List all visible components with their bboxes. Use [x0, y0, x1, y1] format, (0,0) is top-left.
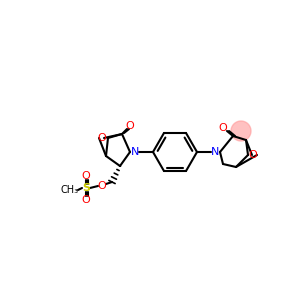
Text: O: O — [98, 133, 106, 143]
Text: S: S — [82, 183, 90, 193]
Text: O: O — [249, 150, 257, 160]
Text: O: O — [82, 171, 90, 181]
Text: O: O — [126, 121, 134, 131]
Text: O: O — [98, 181, 106, 191]
Text: N: N — [131, 147, 139, 157]
Text: O: O — [219, 123, 227, 133]
Circle shape — [231, 121, 251, 141]
Text: N: N — [211, 147, 219, 157]
Text: O: O — [82, 195, 90, 205]
Text: CH₃: CH₃ — [61, 185, 79, 195]
